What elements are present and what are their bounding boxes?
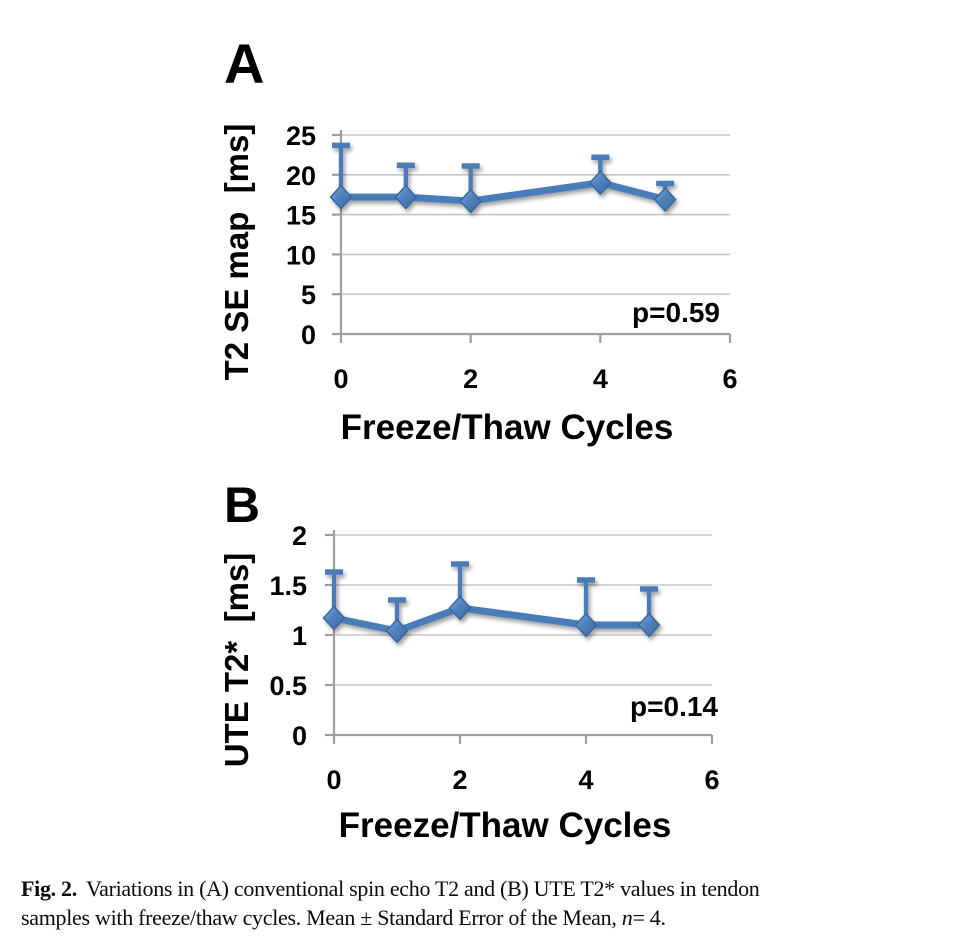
series-line (330, 604, 653, 635)
x-tick-label: 0 (326, 765, 341, 795)
x-tick-label: 2 (463, 364, 478, 394)
p-value-annotation: p=0.59 (632, 297, 720, 328)
y-tick-label: 10 (286, 240, 316, 270)
data-point-marker (385, 618, 409, 644)
x-tick-label: 2 (452, 765, 467, 795)
y-tick-label: 0.5 (269, 671, 307, 701)
data-point-marker (637, 612, 661, 638)
y-tick-label: 0 (301, 320, 316, 350)
panel-label-b: B (224, 477, 262, 533)
y-tick-label: 0 (292, 721, 307, 751)
chart-panel-b: B UTE T2* [ms] 0 0.5 1 1.5 2 0 2 4 6 p=0.14 Freez… (0, 460, 960, 872)
x-tick-label: 6 (704, 765, 719, 795)
series-line (337, 179, 669, 205)
data-point-marker (329, 184, 353, 210)
caption-line1: Variations in (A) conventional spin echo… (85, 876, 760, 901)
y-tick-label: 25 (286, 121, 316, 151)
chart-panel-a: A T2 SE map [ms] 0 5 10 15 20 25 0 2 4 6 p=0.59 Fr… (0, 0, 960, 460)
data-point-marker (588, 170, 612, 196)
caption-n-symbol: n (621, 905, 633, 930)
data-series (322, 561, 661, 644)
y-tick-label: 5 (301, 280, 316, 310)
y-tick-label: 20 (286, 161, 316, 191)
x-tick-label: 0 (333, 364, 348, 394)
x-axis-label-b: Freeze/Thaw Cycles (338, 806, 672, 845)
data-series (329, 142, 677, 214)
figure-caption: Fig. 2. Variations in (A) conventional sp… (21, 874, 947, 932)
data-point-marker (394, 184, 418, 210)
x-tick-label: 4 (593, 364, 608, 394)
data-point-marker (574, 612, 598, 638)
panel-label-a: A (224, 32, 266, 95)
data-point-marker (459, 188, 483, 214)
caption-figure-number: Fig. 2. (21, 876, 77, 901)
y-tick-label: 2 (292, 521, 307, 551)
x-tick-label: 6 (722, 364, 737, 394)
y-tick-label: 15 (286, 201, 316, 231)
y-tick-label: 1.5 (269, 571, 307, 601)
y-tick-label: 1 (292, 621, 307, 651)
x-tick-label: 4 (578, 765, 593, 795)
data-point-marker (322, 605, 346, 631)
chart-a-plot: 0 5 10 15 20 25 0 2 4 6 p=0.59 (286, 121, 738, 394)
chart-b-plot: 0 0.5 1 1.5 2 0 2 4 6 p=0.14 (269, 521, 719, 795)
caption-n-value: = 4. (632, 905, 666, 930)
caption-line2: samples with freeze/thaw cycles. Mean ± … (21, 905, 622, 930)
p-value-annotation: p=0.14 (630, 691, 718, 722)
data-point-marker (448, 595, 472, 621)
data-point-marker (653, 186, 677, 213)
x-axis-label-a: Freeze/Thaw Cycles (340, 408, 674, 447)
